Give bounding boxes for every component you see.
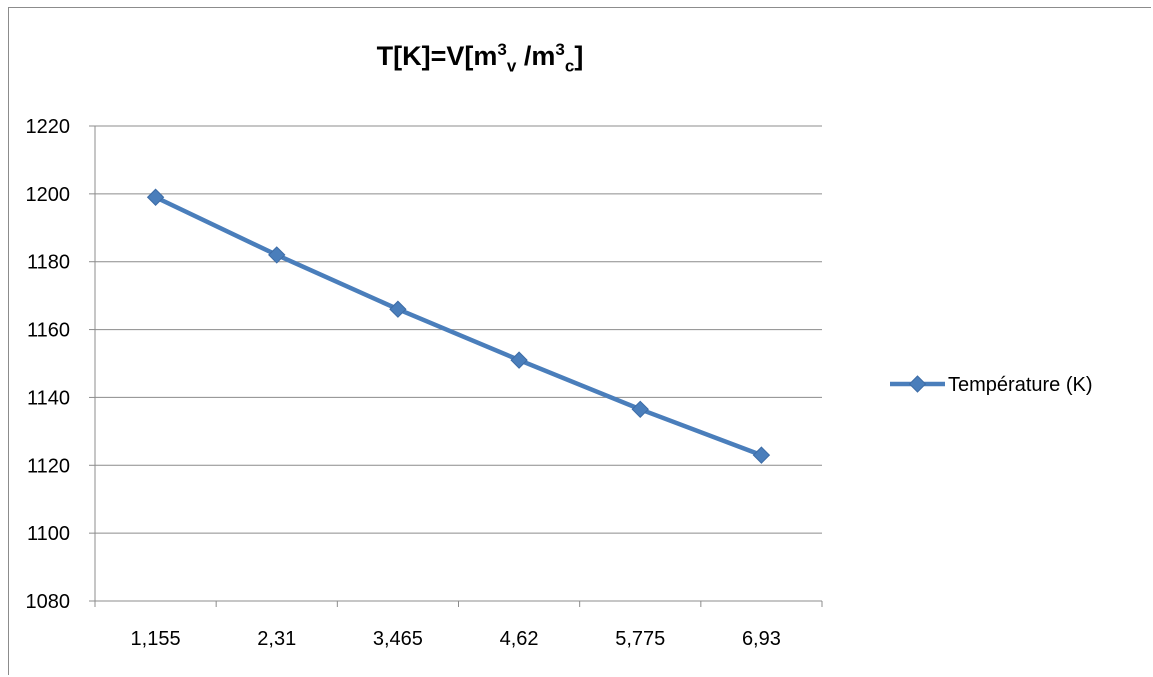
y-tick-label: 1220 [26, 116, 71, 138]
y-axis: 1080 1100 1120 1140 1160 1180 1200 1220 [26, 116, 96, 613]
series-layer [146, 188, 771, 464]
chart-title: T[K]=V[m3v /m3c] [376, 40, 584, 76]
x-axis: 1,155 2,31 3,465 4,62 5,775 6,93 [94, 600, 823, 650]
data-point [146, 188, 165, 206]
legend: Température (K) [890, 374, 1093, 396]
x-tick-label: 1,155 [131, 628, 181, 650]
y-tick-label: 1140 [27, 387, 70, 409]
y-tick-label: 1160 [27, 320, 70, 342]
y-tick-label: 1080 [26, 591, 71, 613]
data-point [752, 446, 771, 464]
legend-label: Température (K) [948, 374, 1093, 396]
data-point [510, 351, 528, 369]
data-point [389, 300, 407, 318]
y-tick-label: 1100 [27, 523, 70, 545]
x-tick-label: 3,465 [373, 628, 423, 650]
x-tick-label: 6,93 [742, 628, 781, 650]
gridlines [95, 125, 822, 534]
x-tick-label: 4,62 [500, 628, 539, 650]
data-point [268, 246, 286, 264]
chart-frame [8, 7, 1151, 675]
x-tick-label: 2,31 [257, 628, 296, 650]
series-line [153, 195, 764, 458]
legend-marker [908, 375, 927, 393]
x-tick-label: 5,775 [615, 628, 665, 650]
y-tick-label: 1200 [26, 184, 71, 206]
data-point [631, 400, 649, 419]
y-tick-label: 1180 [27, 252, 70, 274]
y-tick-label: 1120 [27, 455, 70, 477]
